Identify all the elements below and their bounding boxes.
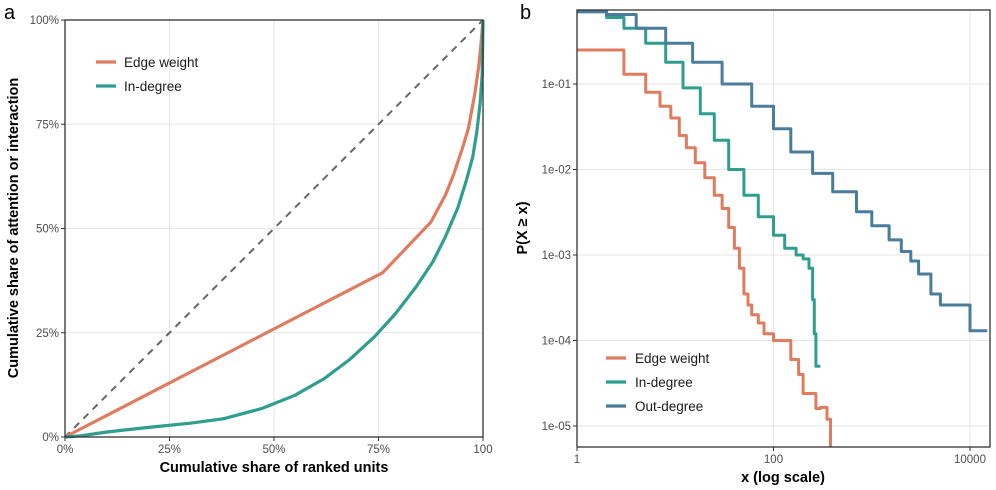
b-series-in-degree [577,10,821,368]
a-y-tick-label: 0% [42,432,59,444]
a-x-tick-label: 25% [158,444,181,456]
a-x-tick-label: 0% [57,444,74,456]
b-x-tick-label: 10000 [954,454,986,466]
a-y-tick-label: 75% [36,119,59,131]
panel-b-tick-labels: 1 100 10000 1e-01 1e-02 1e-03 1e-04 1e-05 [542,79,986,466]
panel-a-x-axis-title: Cumulative share of ranked units [160,460,389,476]
b-series-edge-weight [577,48,832,447]
panel-label-b: b [520,2,531,24]
panel-b-series [577,10,988,447]
b-y-tick-label: 1e-03 [542,250,571,262]
a-series-in-degree [64,19,485,439]
panel-b-ccdf-chart: 1 100 10000 1e-01 1e-02 1e-03 1e-04 1e-05 x (lo… [515,9,991,486]
panel-a-lorenz-chart: 0% 25% 50% 75% 100 0% 25% 50% 75% 100% Cumulative… [6,15,493,476]
b-y-tick-label: 1e-01 [542,79,571,91]
a-y-tick-label: 50% [36,224,59,236]
panel-a-y-axis-title: Cumulative share of attention or interac… [6,78,22,379]
panel-a-series [64,19,485,439]
panel-a-legend: Edge weight In-degree [96,55,199,94]
b-legend-label-out-degree: Out-degree [635,399,703,414]
b-x-tick-label: 100 [764,454,783,466]
b-y-tick-label: 1e-02 [542,165,571,177]
panel-a-tick-labels: 0% 25% 50% 75% 100 0% 25% 50% 75% 100% [30,15,493,456]
panel-label-a: a [4,2,16,24]
a-legend-label-edge-weight: Edge weight [124,55,199,70]
b-y-tick-label: 1e-04 [542,336,572,348]
a-x-tick-label: 100 [473,444,492,456]
b-x-tick-label: 1 [574,454,580,466]
panel-b-frame [576,9,991,448]
a-x-tick-label: 50% [262,444,285,456]
panel-b-legend: Edge weight In-degree Out-degree [606,351,710,414]
b-legend-label-edge-weight: Edge weight [635,351,710,366]
a-y-tick-label: 25% [36,328,59,340]
a-x-tick-label: 75% [367,444,390,456]
a-legend-label-in-degree: In-degree [124,79,182,94]
b-y-tick-label: 1e-05 [542,421,571,433]
a-y-tick-label: 100% [30,15,59,27]
b-series-out-degree [577,10,988,333]
panel-a-frame [64,19,484,438]
b-legend-label-in-degree: In-degree [635,375,693,390]
panel-b-y-axis-title: P(X ≥ x) [515,201,531,254]
panel-b-x-axis-title: x (log scale) [741,470,825,486]
a-series-edge-weight [64,19,485,439]
